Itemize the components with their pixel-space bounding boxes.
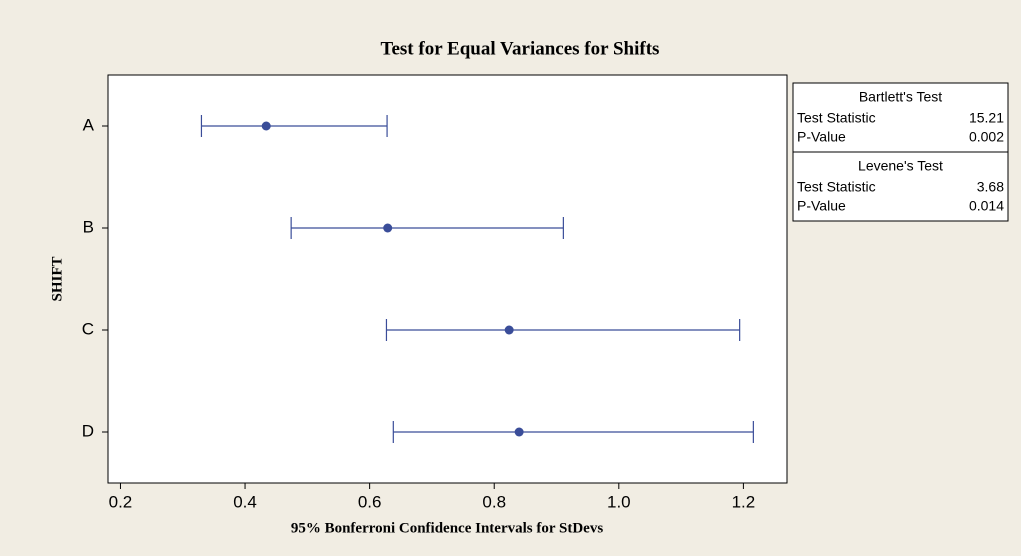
estimate-point [514,427,524,437]
stats-title: Bartlett's Test [859,89,942,105]
y-tick-label: A [83,115,95,134]
estimate-point [261,121,271,131]
stats-title: Levene's Test [858,158,943,174]
x-tick-label: 0.6 [358,492,382,511]
stats-label: P-Value [797,129,846,145]
x-tick-label: 0.4 [233,492,257,511]
stats-value: 15.21 [969,110,1004,126]
y-tick-label: B [83,217,94,236]
stats-value: 3.68 [977,179,1004,195]
x-tick-label: 1.2 [732,492,756,511]
stats-label: Test Statistic [797,179,876,195]
y-tick-label: C [82,319,94,338]
stats-value: 0.002 [969,129,1004,145]
x-axis-label: 95% Bonferroni Confidence Intervals for … [291,520,604,536]
plot-area [107,74,788,484]
y-tick-label: D [82,421,94,440]
estimate-point [504,325,514,335]
estimate-point [383,223,393,233]
stats-label: P-Value [797,198,846,214]
x-tick-label: 1.0 [607,492,631,511]
chart-title: Test for Equal Variances for Shifts [381,38,660,59]
y-axis-label: SHIFT [49,256,65,301]
x-tick-label: 0.2 [109,492,133,511]
stats-value: 0.014 [969,198,1004,214]
stats-label: Test Statistic [797,110,876,126]
x-tick-label: 0.8 [482,492,506,511]
